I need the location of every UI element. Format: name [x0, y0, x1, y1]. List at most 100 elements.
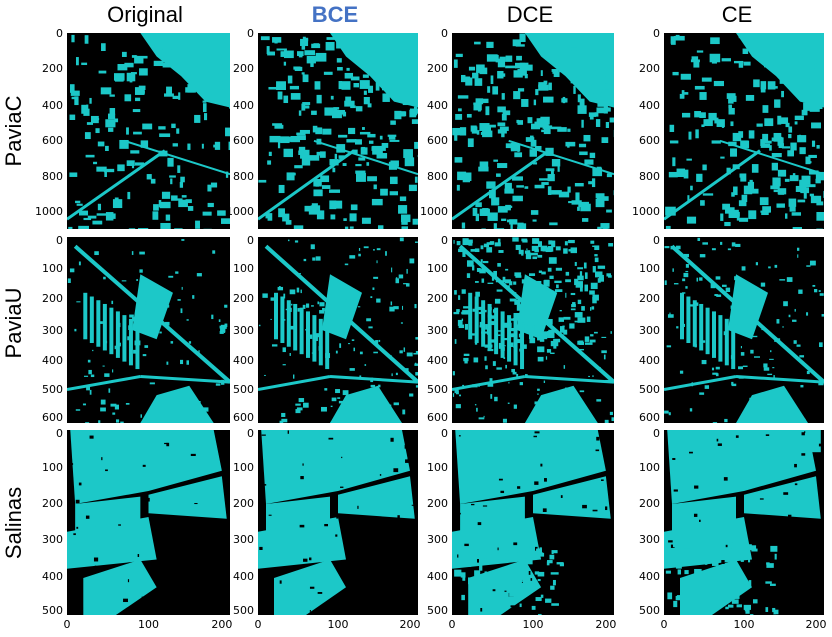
y-tick-label: 500 [42, 604, 63, 617]
y-tick-label: 500 [639, 383, 660, 396]
y-tick-label: 600 [233, 411, 254, 424]
y-tick-label: 200 [427, 62, 448, 75]
y-tick-label: 300 [233, 533, 254, 546]
x-tick-label: 0 [448, 618, 456, 631]
result-map-paviac-bce [258, 33, 418, 229]
y-tick-label: 100 [427, 262, 448, 275]
y-tick-label: 600 [639, 134, 660, 147]
row-label-paviau: PaviaU [1, 287, 26, 359]
y-tick-label: 600 [639, 411, 660, 424]
y-tick-label: 800 [639, 170, 660, 183]
y-tick-label: 100 [42, 461, 63, 474]
x-tick-label: 100 [522, 618, 544, 631]
y-tick-label: 1000 [420, 205, 448, 218]
y-tick-label: 600 [42, 134, 63, 147]
y-tick-label: 300 [42, 533, 63, 546]
x-tick-label: 100 [733, 618, 755, 631]
y-tick-label: 300 [42, 324, 63, 337]
y-tick-label: 500 [427, 383, 448, 396]
y-tick-label: 300 [427, 324, 448, 337]
y-tick-label: 500 [639, 604, 660, 617]
column-title-bce: BCE [311, 2, 359, 27]
result-map-paviac-original [67, 33, 230, 229]
result-map-paviau-bce [258, 237, 418, 423]
y-tick-label: 400 [233, 354, 254, 367]
y-tick-label: 500 [42, 383, 63, 396]
y-tick-label: 400 [639, 354, 660, 367]
y-tick-label: 300 [427, 533, 448, 546]
y-tick-label: 100 [427, 461, 448, 474]
x-tick-label: 0 [254, 618, 262, 631]
y-tick-label: 1000 [226, 205, 254, 218]
y-tick-label: 200 [42, 497, 63, 510]
y-tick-label: 400 [427, 99, 448, 112]
result-map-paviac-dce [452, 33, 614, 229]
y-tick-label: 400 [233, 99, 254, 112]
result-map-salinas-dce [452, 430, 614, 615]
y-tick-label: 200 [233, 497, 254, 510]
y-tick-label: 100 [42, 262, 63, 275]
y-tick-label: 300 [233, 324, 254, 337]
y-tick-label: 200 [427, 497, 448, 510]
y-tick-label: 400 [639, 570, 660, 583]
y-tick-label: 0 [653, 27, 660, 40]
y-tick-label: 0 [56, 234, 63, 247]
y-tick-label: 200 [639, 292, 660, 305]
y-tick-label: 200 [42, 292, 63, 305]
x-tick-label: 200 [595, 618, 617, 631]
y-tick-label: 1000 [35, 205, 63, 218]
y-tick-label: 200 [42, 62, 63, 75]
y-tick-label: 0 [441, 427, 448, 440]
y-tick-label: 0 [247, 27, 254, 40]
y-tick-label: 200 [639, 62, 660, 75]
row-label-salinas: Salinas [1, 486, 26, 560]
y-tick-label: 0 [441, 234, 448, 247]
y-tick-label: 0 [247, 234, 254, 247]
y-tick-label: 200 [233, 62, 254, 75]
y-tick-label: 600 [427, 411, 448, 424]
row-label-paviac: PaviaC [1, 95, 26, 167]
column-title-original: Original [107, 2, 183, 27]
x-tick-label: 200 [399, 618, 421, 631]
column-title-dce: DCE [506, 2, 554, 27]
y-tick-label: 400 [427, 570, 448, 583]
y-tick-label: 800 [233, 170, 254, 183]
y-tick-label: 500 [233, 604, 254, 617]
y-tick-label: 400 [42, 99, 63, 112]
y-tick-label: 0 [56, 27, 63, 40]
result-map-paviau-dce [452, 237, 614, 423]
y-tick-label: 0 [653, 234, 660, 247]
y-tick-label: 600 [427, 134, 448, 147]
y-tick-label: 100 [233, 461, 254, 474]
y-tick-label: 500 [427, 604, 448, 617]
y-tick-label: 300 [639, 533, 660, 546]
y-tick-label: 0 [56, 427, 63, 440]
y-tick-label: 100 [639, 262, 660, 275]
result-map-paviau-ce [664, 237, 824, 423]
y-tick-label: 100 [233, 262, 254, 275]
y-tick-label: 400 [42, 570, 63, 583]
y-tick-label: 1000 [632, 205, 660, 218]
result-map-salinas-ce [664, 430, 824, 615]
x-tick-label: 200 [805, 618, 827, 631]
result-map-paviac-ce [664, 33, 824, 229]
x-tick-label: 0 [660, 618, 668, 631]
y-tick-label: 800 [427, 170, 448, 183]
y-tick-label: 400 [639, 99, 660, 112]
x-tick-label: 100 [327, 618, 349, 631]
y-tick-label: 200 [427, 292, 448, 305]
y-tick-label: 400 [233, 570, 254, 583]
x-tick-label: 200 [211, 618, 233, 631]
result-map-salinas-original [67, 430, 230, 615]
y-tick-label: 0 [247, 427, 254, 440]
y-tick-label: 600 [42, 411, 63, 424]
x-tick-label: 100 [138, 618, 159, 631]
column-title-ce: CE [721, 2, 753, 27]
y-tick-label: 400 [427, 354, 448, 367]
y-tick-label: 500 [233, 383, 254, 396]
y-tick-label: 800 [42, 170, 63, 183]
y-tick-label: 600 [233, 134, 254, 147]
y-tick-label: 300 [639, 324, 660, 337]
result-map-paviau-original [67, 237, 230, 423]
y-tick-label: 200 [639, 497, 660, 510]
